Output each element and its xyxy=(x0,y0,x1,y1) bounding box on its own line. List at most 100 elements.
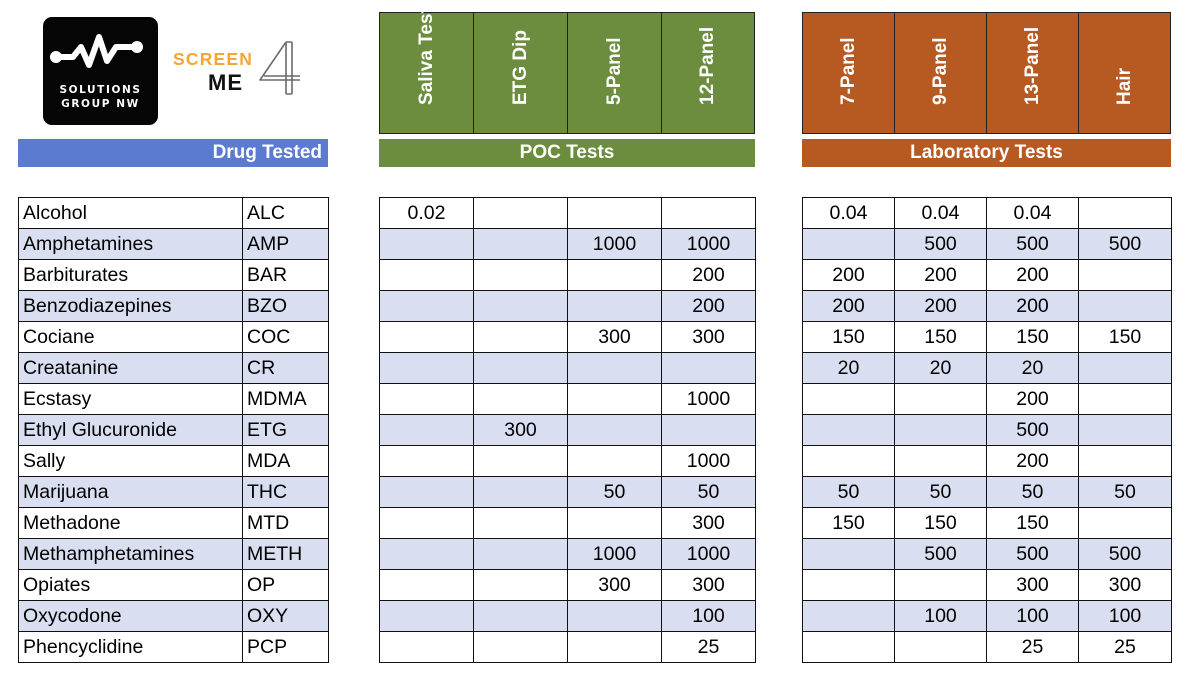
lab-value-cell xyxy=(894,414,987,446)
column-header-5-panel: 5-Panel xyxy=(567,12,662,134)
poc-value-cell xyxy=(473,352,568,384)
screen-me-four-icon xyxy=(259,41,300,95)
poc-value-cell: 100 xyxy=(661,600,756,632)
lab-value-cell: 25 xyxy=(986,631,1079,663)
lab-value-cell: 100 xyxy=(986,600,1079,632)
drug-code-cell: AMP xyxy=(242,228,329,260)
poc-value-cell xyxy=(661,197,756,229)
table-row: Methamphetamines METH xyxy=(18,538,329,570)
poc-value-cell xyxy=(379,383,474,415)
poc-value-cell xyxy=(379,228,474,260)
lab-value-cell: 20 xyxy=(986,352,1079,384)
lab-value-cell xyxy=(1078,383,1172,415)
table-row: 100 xyxy=(379,600,756,632)
poc-value-cell: 50 xyxy=(661,476,756,508)
poc-value-cell xyxy=(567,414,662,446)
lab-value-cell: 150 xyxy=(894,321,987,353)
table-row xyxy=(379,352,756,384)
poc-value-cell xyxy=(379,290,474,322)
poc-value-cell xyxy=(567,383,662,415)
drug-name-cell: Marijuana xyxy=(18,476,243,508)
table-row: Ethyl Glucuronide ETG xyxy=(18,414,329,446)
lab-value-cell: 0.04 xyxy=(894,197,987,229)
table-row: 50 50 xyxy=(379,476,756,508)
table-row: 100 100 100 xyxy=(802,600,1172,632)
table-row: Benzodiazepines BZO xyxy=(18,290,329,322)
table-row: 200 xyxy=(802,445,1172,477)
table-row: 1000 xyxy=(379,445,756,477)
drug-name-cell: Opiates xyxy=(18,569,243,601)
lab-value-cell: 200 xyxy=(986,290,1079,322)
poc-value-cell: 50 xyxy=(567,476,662,508)
poc-value-cell: 1000 xyxy=(661,383,756,415)
lab-value-cell xyxy=(802,228,895,260)
lab-value-cell: 200 xyxy=(986,383,1079,415)
lab-value-cell: 20 xyxy=(894,352,987,384)
table-row: Alcohol ALC xyxy=(18,197,329,229)
table-row: 200 200 200 xyxy=(802,259,1172,291)
table-row: 1000 1000 xyxy=(379,538,756,570)
lab-value-cell xyxy=(1078,290,1172,322)
logo-text-line-2: GROUP NW xyxy=(61,98,140,110)
column-header-7-panel: 7-Panel xyxy=(802,12,895,134)
table-row: 200 200 200 xyxy=(802,290,1172,322)
poc-value-cell xyxy=(379,569,474,601)
lab-value-cell: 500 xyxy=(1078,228,1172,260)
lab-value-cell xyxy=(1078,445,1172,477)
drug-code-cell: MDA xyxy=(242,445,329,477)
poc-value-cell xyxy=(473,197,568,229)
lab-value-cell xyxy=(802,538,895,570)
screen-me-logo-screen: SCREEN xyxy=(173,49,254,69)
table-row: 500 xyxy=(802,414,1172,446)
drug-name-cell: Methadone xyxy=(18,507,243,539)
poc-value-cell xyxy=(379,507,474,539)
column-header-9-panel: 9-Panel xyxy=(894,12,987,134)
poc-value-cell: 1000 xyxy=(661,445,756,477)
drug-code-cell: ALC xyxy=(242,197,329,229)
lab-value-cell: 20 xyxy=(802,352,895,384)
lab-value-cell xyxy=(802,631,895,663)
laboratory-tests-header: Laboratory Tests xyxy=(802,139,1171,167)
table-row: Sally MDA xyxy=(18,445,329,477)
drug-name-cell: Ethyl Glucuronide xyxy=(18,414,243,446)
poc-value-cell: 300 xyxy=(567,321,662,353)
drug-name-cell: Methamphetamines xyxy=(18,538,243,570)
drug-code-cell: OP xyxy=(242,569,329,601)
poc-value-cell xyxy=(473,259,568,291)
poc-value-cell xyxy=(379,631,474,663)
poc-value-cell xyxy=(567,445,662,477)
lab-value-cell: 300 xyxy=(986,569,1079,601)
table-row: 1000 1000 xyxy=(379,228,756,260)
poc-value-cell xyxy=(661,414,756,446)
column-header-hair: Hair xyxy=(1078,12,1171,134)
poc-value-cell: 1000 xyxy=(661,228,756,260)
column-header-13-panel: 13-Panel xyxy=(986,12,1079,134)
poc-value-cell xyxy=(379,414,474,446)
solutions-group-logo: SOLUTIONS GROUP NW xyxy=(43,17,158,125)
poc-value-cell: 1000 xyxy=(567,538,662,570)
poc-value-cell xyxy=(567,507,662,539)
poc-value-cell xyxy=(567,600,662,632)
table-row: 1000 xyxy=(379,383,756,415)
lab-value-cell: 500 xyxy=(986,414,1079,446)
lab-value-cell xyxy=(894,631,987,663)
poc-value-cell: 200 xyxy=(661,259,756,291)
table-row: 200 xyxy=(802,383,1172,415)
poc-tests-table: 0.02 1000 1000 200 200 300 300 1000 300 1000 50 50 3… xyxy=(379,197,756,663)
table-row: Barbiturates BAR xyxy=(18,259,329,291)
drug-code-cell: OXY xyxy=(242,600,329,632)
poc-value-cell xyxy=(379,600,474,632)
poc-value-cell xyxy=(567,352,662,384)
poc-value-cell xyxy=(567,631,662,663)
poc-value-cell xyxy=(567,259,662,291)
poc-value-cell: 300 xyxy=(473,414,568,446)
lab-value-cell: 500 xyxy=(894,538,987,570)
table-row: Oxycodone OXY xyxy=(18,600,329,632)
table-row: 300 300 xyxy=(379,321,756,353)
poc-value-cell: 300 xyxy=(567,569,662,601)
lab-value-cell: 150 xyxy=(1078,321,1172,353)
lab-value-cell: 500 xyxy=(1078,538,1172,570)
lab-value-cell xyxy=(894,383,987,415)
lab-value-cell: 200 xyxy=(894,259,987,291)
drug-code-cell: METH xyxy=(242,538,329,570)
